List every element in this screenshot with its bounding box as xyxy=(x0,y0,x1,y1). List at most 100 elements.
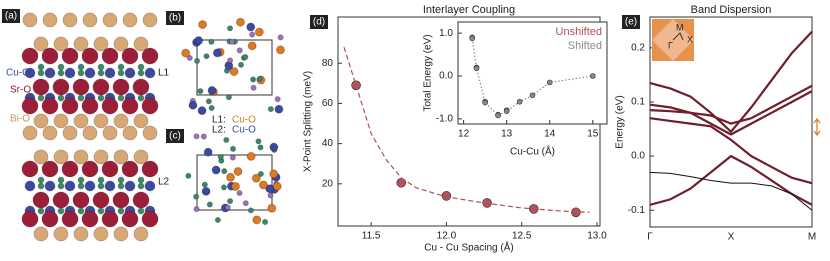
atom xyxy=(205,98,212,105)
y-tick-label: 60 xyxy=(322,98,334,109)
atom xyxy=(64,180,76,192)
atom xyxy=(33,226,49,242)
atom xyxy=(61,160,79,178)
band-line xyxy=(649,117,813,185)
atom xyxy=(22,125,38,141)
splitting-arrow xyxy=(813,118,821,136)
atom xyxy=(256,75,263,83)
legend-label: Unshifted xyxy=(556,26,602,38)
atom xyxy=(37,207,45,215)
atom xyxy=(42,125,58,141)
atom xyxy=(81,160,99,178)
atom xyxy=(269,142,279,152)
atom xyxy=(73,226,89,242)
atom xyxy=(117,182,125,190)
atom xyxy=(122,125,138,141)
atom xyxy=(124,67,136,79)
atom xyxy=(52,78,70,96)
atom xyxy=(33,149,49,165)
atom xyxy=(142,125,158,141)
atom xyxy=(77,69,85,77)
y-tick-label: 0.0 xyxy=(439,71,453,82)
atom xyxy=(37,94,45,102)
atom xyxy=(269,169,279,179)
atom xyxy=(223,136,230,144)
atom xyxy=(121,47,139,65)
x-tick-label: 13.0 xyxy=(587,231,607,242)
atom xyxy=(32,191,50,209)
atom xyxy=(37,69,45,77)
y-tick-label: 0.1 xyxy=(631,97,645,108)
atom xyxy=(236,47,243,54)
atom xyxy=(97,69,105,77)
x-tick-label: 12 xyxy=(458,129,470,140)
x-tick-label: 11.5 xyxy=(362,231,381,242)
atom xyxy=(61,210,79,228)
atom xyxy=(206,201,213,208)
atom xyxy=(117,176,125,184)
atom xyxy=(200,133,207,140)
atom xyxy=(101,210,119,228)
x-tick-label: 12.5 xyxy=(512,231,532,242)
data-point xyxy=(546,79,553,86)
atom xyxy=(193,205,200,213)
atom xyxy=(142,12,158,28)
bz-label: X xyxy=(687,34,693,44)
atom xyxy=(267,192,274,199)
atom xyxy=(22,12,38,28)
atom xyxy=(104,67,116,79)
atom xyxy=(203,147,213,157)
atom xyxy=(188,100,198,110)
data-point xyxy=(516,98,523,105)
atom xyxy=(197,106,207,116)
atom xyxy=(21,97,39,115)
data-point xyxy=(469,35,476,42)
legend-label: Cu-O xyxy=(232,125,256,136)
atom xyxy=(225,94,232,101)
atom xyxy=(193,193,200,200)
atom xyxy=(72,191,90,209)
x-tick-label: 12.0 xyxy=(437,231,457,242)
legend-label: L1: xyxy=(212,115,226,126)
atom xyxy=(197,88,204,95)
label-box xyxy=(166,129,184,143)
atom xyxy=(92,78,110,96)
atom xyxy=(229,145,237,152)
atom xyxy=(272,181,282,191)
atom xyxy=(33,113,49,129)
atom xyxy=(211,165,221,175)
atom xyxy=(93,113,109,129)
atom xyxy=(194,36,204,46)
atom xyxy=(113,226,129,242)
atom xyxy=(73,113,89,129)
y-tick-label: -0.1 xyxy=(628,205,646,216)
atom xyxy=(224,204,231,211)
atom xyxy=(81,97,99,115)
x-axis-label: Cu - Cu Spacing (Å) xyxy=(424,241,513,254)
atom xyxy=(257,144,264,151)
atom xyxy=(141,97,159,115)
atom xyxy=(113,36,129,52)
y-tick-label: 40 xyxy=(322,138,334,149)
plot-frame xyxy=(457,21,608,125)
atom xyxy=(121,210,139,228)
band-line xyxy=(649,90,813,136)
y-axis-label: Energy (eV) xyxy=(615,95,626,148)
data-point xyxy=(441,191,452,201)
atom xyxy=(37,176,45,184)
y-tick-label: 80 xyxy=(322,58,334,69)
atom xyxy=(82,125,98,141)
fit-line xyxy=(471,38,593,117)
atom xyxy=(198,20,208,30)
atom xyxy=(242,200,249,207)
atom xyxy=(122,12,138,28)
atom xyxy=(97,94,105,102)
atom xyxy=(121,97,139,115)
atom xyxy=(236,189,243,197)
atom xyxy=(93,149,109,165)
band-line xyxy=(649,30,813,134)
atom xyxy=(254,27,264,37)
atom xyxy=(141,210,159,228)
atom xyxy=(267,203,277,213)
atom xyxy=(62,125,78,141)
